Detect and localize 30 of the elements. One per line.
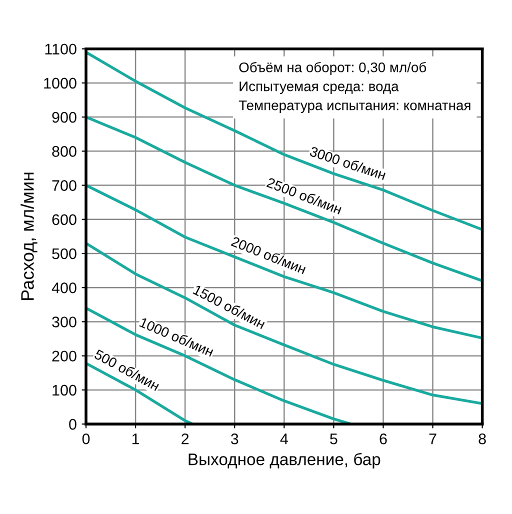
line-series bbox=[86, 116, 482, 282]
y-tick-label: 600 bbox=[52, 214, 76, 226]
annotation: Испытуемая среда: вода bbox=[240, 82, 399, 94]
x-tick-label: 6 bbox=[380, 433, 387, 444]
x-tick-label: 0 bbox=[82, 433, 90, 444]
x-tick-label: 4 bbox=[280, 434, 288, 444]
annotation: Объём на оборот: 0,30 мл/об bbox=[239, 62, 426, 76]
y-tick-label: 1000 bbox=[44, 78, 76, 89]
y-tick-label: 500 bbox=[52, 248, 76, 260]
annotation: Температура испытания: комнатная bbox=[238, 100, 470, 114]
x-tick-label: 2 bbox=[182, 433, 189, 444]
line-series bbox=[86, 50, 482, 232]
y-tick-label: 300 bbox=[52, 316, 76, 328]
y-tick-label: 900 bbox=[52, 112, 76, 123]
x-tick-label: 3 bbox=[230, 433, 238, 444]
y-axis-title: Расход, мл/мин bbox=[20, 172, 38, 300]
x-tick-label: 5 bbox=[330, 434, 338, 444]
text: 1000 об/мин bbox=[139, 316, 214, 357]
x-tick-label: 1 bbox=[132, 434, 140, 444]
y-tick-label: 400 bbox=[52, 282, 76, 294]
text: 2000 об/мин bbox=[230, 236, 307, 274]
x-axis-title: Выходное давление, бар bbox=[188, 452, 380, 469]
y-tick-label: 800 bbox=[52, 146, 76, 157]
x-tick-label: 8 bbox=[478, 433, 486, 444]
y-tick-label: 700 bbox=[52, 180, 76, 191]
y-tick-label: 1100 bbox=[45, 44, 76, 55]
y-tick-label: 100 bbox=[52, 384, 76, 396]
y-tick-label: 200 bbox=[52, 350, 76, 362]
y-tick-label: 0 bbox=[69, 418, 76, 430]
x-tick-label: 7 bbox=[429, 434, 436, 444]
